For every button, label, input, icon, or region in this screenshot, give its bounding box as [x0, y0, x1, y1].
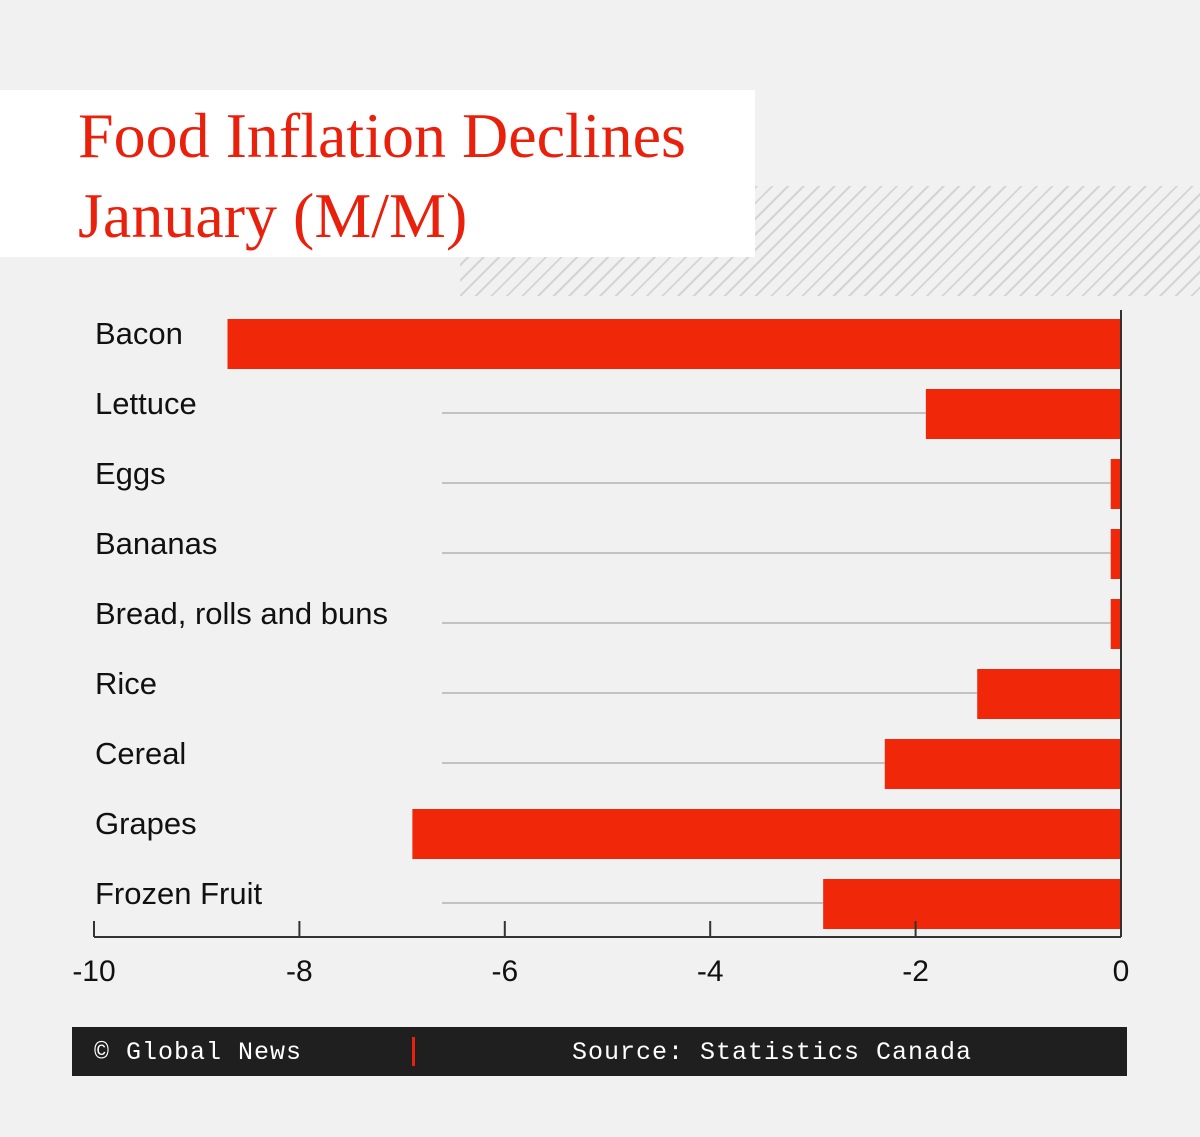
category-label: Bacon — [95, 316, 183, 351]
bar-8 — [823, 879, 1121, 929]
x-tick-label: -8 — [286, 955, 313, 988]
title-line-1: Food Inflation Declines — [78, 100, 686, 171]
x-tick-label: -2 — [902, 955, 929, 988]
category-label: Rice — [95, 666, 157, 701]
title-box — [0, 90, 755, 257]
x-tick-label: -4 — [697, 955, 724, 988]
bar-0 — [227, 319, 1121, 369]
bar-4 — [1110, 599, 1121, 649]
chart-title: Food Inflation Declines January (M/M) — [78, 96, 686, 256]
bar-5 — [977, 669, 1121, 719]
x-tick-label: -6 — [491, 955, 518, 988]
bar-1 — [925, 389, 1121, 439]
bar-7 — [412, 809, 1121, 859]
source-note: Source: Statistics Canada — [572, 1038, 973, 1067]
category-label: Bananas — [95, 526, 217, 561]
bar-2 — [1110, 459, 1121, 509]
bar-3 — [1110, 529, 1121, 579]
x-tick-label: -10 — [72, 955, 115, 988]
category-label: Bread, rolls and buns — [95, 596, 388, 631]
category-label: Lettuce — [95, 386, 197, 421]
category-label: Frozen Fruit — [95, 876, 262, 911]
footer-divider — [412, 1037, 415, 1066]
x-tick-label: 0 — [1113, 955, 1130, 988]
category-label: Grapes — [95, 806, 197, 841]
bar-chart: Bacon Lettuce Eggs Bananas Bread, rolls and … — [72, 310, 1130, 988]
category-label: Eggs — [95, 456, 166, 491]
title-line-2: January (M/M) — [78, 180, 468, 251]
footer-bar: © Global News Source: Statistics Canada — [72, 1027, 1127, 1076]
copyright-credit: © Global News — [94, 1038, 303, 1067]
bar-6 — [884, 739, 1121, 789]
category-label: Cereal — [95, 736, 186, 771]
